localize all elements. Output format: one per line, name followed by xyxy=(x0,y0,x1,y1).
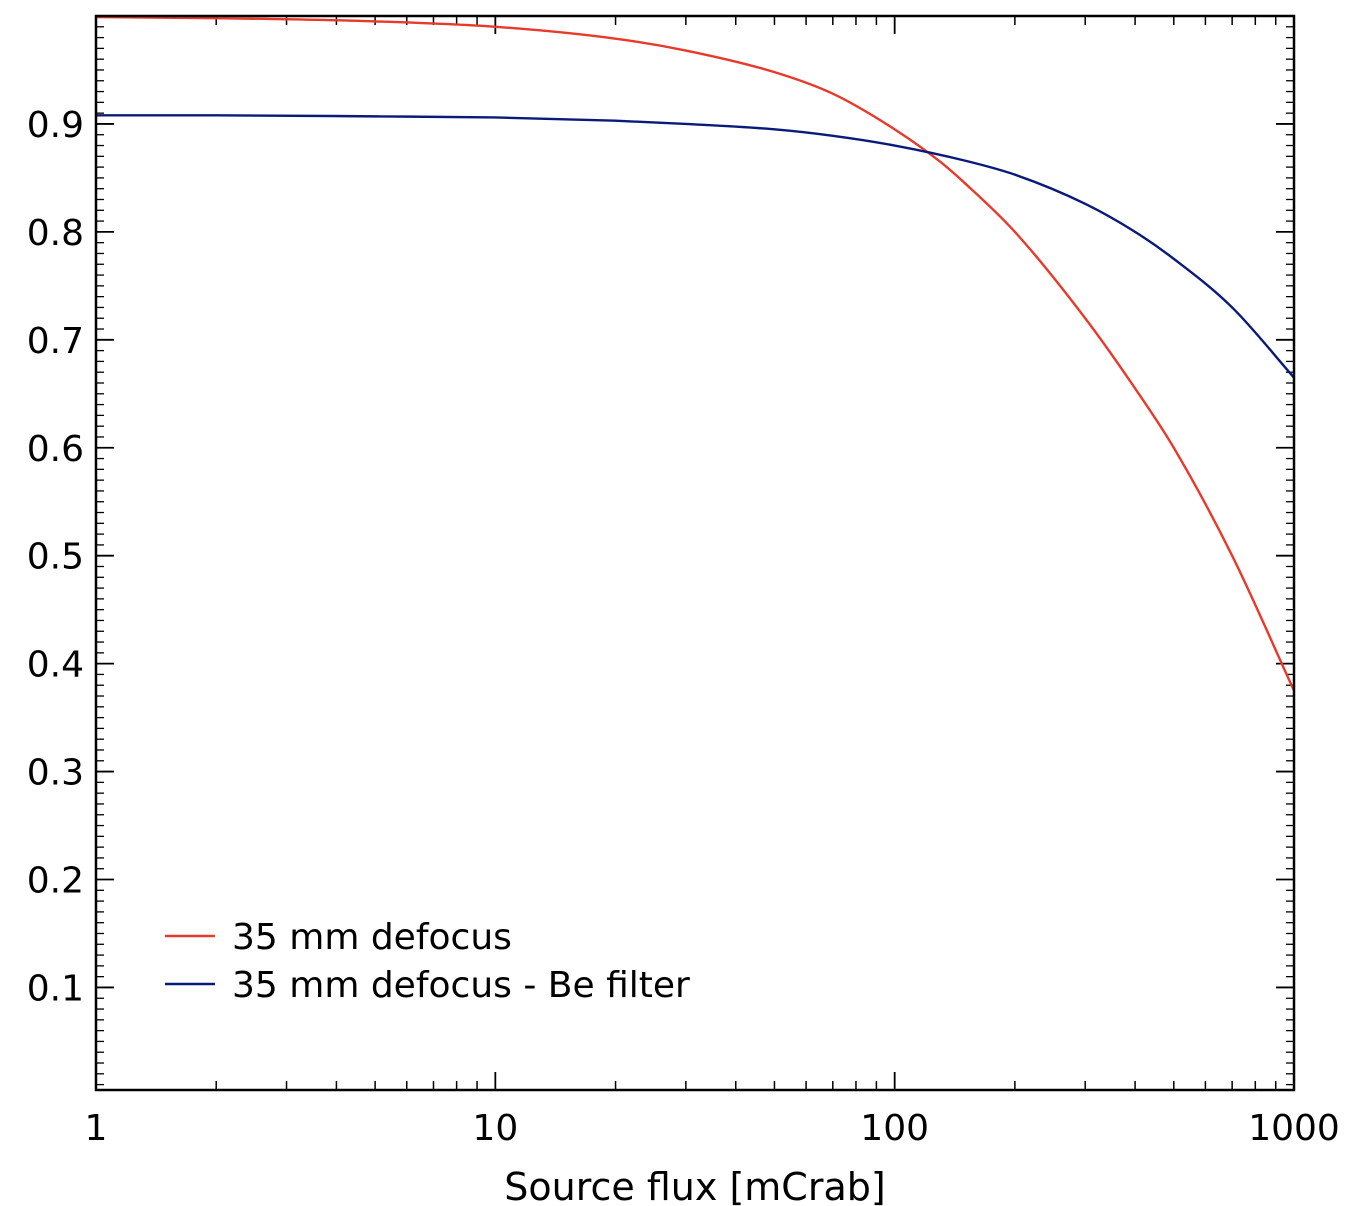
y-tick-label: 0.7 xyxy=(27,321,84,362)
y-tick-label: 0.4 xyxy=(27,645,84,686)
x-tick-label: 1000 xyxy=(1248,1108,1340,1149)
x-tick-label: 100 xyxy=(860,1108,929,1149)
legend-label-2: 35 mm defocus - Be filter xyxy=(232,965,690,1006)
y-tick-label: 0.2 xyxy=(27,861,84,902)
x-tick-label: 1 xyxy=(85,1108,108,1149)
plot-frame xyxy=(94,14,1296,1092)
x-tick-labels: 1 10 100 1000 xyxy=(85,1108,1340,1149)
series-line-2 xyxy=(95,114,1295,379)
x-axis-title: Source flux [mCrab] xyxy=(504,1165,885,1206)
legend-label-1: 35 mm defocus xyxy=(232,917,512,958)
y-tick-label: 0.6 xyxy=(27,429,84,470)
y-tick-labels: 0.1 0.2 0.3 0.4 0.5 0.6 0.7 0.8 0.9 xyxy=(27,105,84,1010)
y-tick-label: 0.1 xyxy=(27,968,84,1009)
series-line-1 xyxy=(95,15,1296,692)
legend: 35 mm defocus 35 mm defocus - Be filter xyxy=(165,917,690,1006)
y-tick-label: 0.9 xyxy=(27,105,84,146)
minor-ticks xyxy=(96,16,1294,1090)
y-tick-label: 0.8 xyxy=(27,213,84,254)
y-tick-label: 0.3 xyxy=(27,753,84,794)
series-layer xyxy=(95,15,1296,692)
x-tick-label: 10 xyxy=(472,1108,518,1149)
y-tick-label: 0.5 xyxy=(27,537,84,578)
